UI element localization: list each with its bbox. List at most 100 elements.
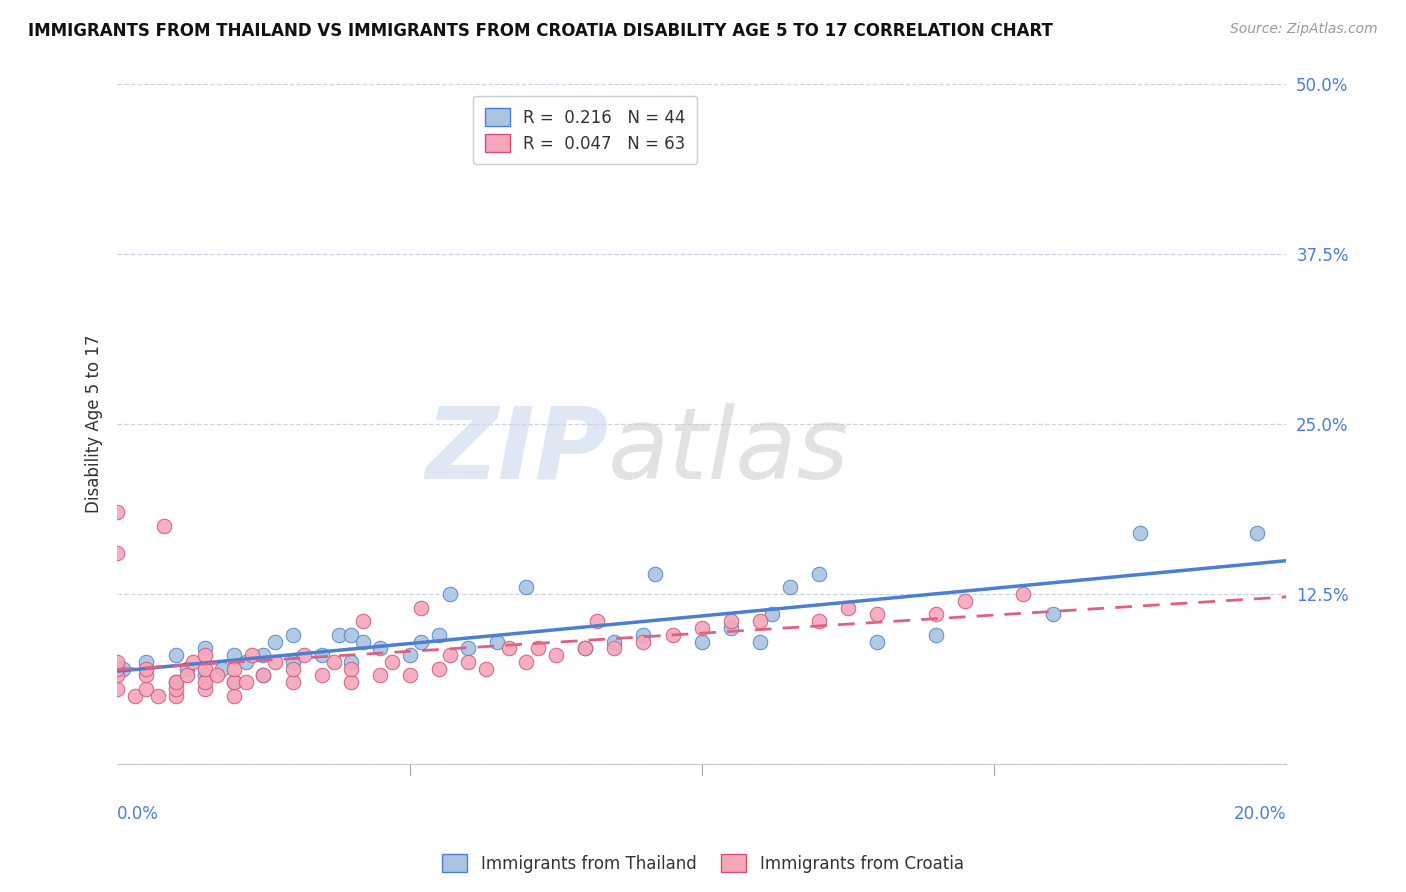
Point <box>457 641 479 656</box>
Point <box>807 614 830 628</box>
Legend: Immigrants from Thailand, Immigrants from Croatia: Immigrants from Thailand, Immigrants fro… <box>436 847 970 880</box>
Point <box>224 648 246 662</box>
Point <box>866 607 889 622</box>
Point <box>153 519 176 533</box>
Point <box>644 566 666 581</box>
Point <box>633 634 655 648</box>
Point <box>603 634 626 648</box>
Y-axis label: Disability Age 5 to 17: Disability Age 5 to 17 <box>86 334 103 514</box>
Point <box>1042 607 1064 622</box>
Point <box>1246 525 1268 540</box>
Point <box>381 655 404 669</box>
Point <box>252 648 274 662</box>
Point <box>574 641 596 656</box>
Text: 0.0%: 0.0% <box>117 805 159 823</box>
Point <box>194 668 217 682</box>
Point <box>603 641 626 656</box>
Point <box>165 675 187 690</box>
Point <box>194 682 217 697</box>
Text: Source: ZipAtlas.com: Source: ZipAtlas.com <box>1230 22 1378 37</box>
Point <box>235 675 257 690</box>
Point <box>486 634 509 648</box>
Point <box>135 668 157 682</box>
Point <box>720 621 742 635</box>
Point <box>352 634 374 648</box>
Point <box>633 628 655 642</box>
Point <box>340 662 363 676</box>
Point <box>105 668 128 682</box>
Point <box>105 505 128 519</box>
Point <box>292 648 315 662</box>
Point <box>924 607 946 622</box>
Point <box>194 662 217 676</box>
Point <box>439 648 461 662</box>
Point <box>749 634 772 648</box>
Point <box>398 648 420 662</box>
Point <box>527 641 550 656</box>
Point <box>1012 587 1035 601</box>
Point <box>924 628 946 642</box>
Point <box>224 675 246 690</box>
Point <box>368 641 391 656</box>
Point <box>124 689 146 703</box>
Point <box>474 662 496 676</box>
Point <box>105 682 128 697</box>
Point <box>224 689 246 703</box>
Point <box>252 668 274 682</box>
Point <box>235 655 257 669</box>
Point <box>427 662 450 676</box>
Point <box>311 648 333 662</box>
Point <box>427 628 450 642</box>
Point <box>585 614 607 628</box>
Point <box>398 668 420 682</box>
Point <box>368 668 391 682</box>
Point <box>281 675 304 690</box>
Point <box>252 668 274 682</box>
Point <box>105 662 128 676</box>
Point <box>690 634 713 648</box>
Text: ZIP: ZIP <box>425 403 609 500</box>
Point <box>761 607 783 622</box>
Point <box>264 634 287 648</box>
Point <box>1129 525 1152 540</box>
Point <box>181 655 204 669</box>
Point <box>749 614 772 628</box>
Point <box>281 655 304 669</box>
Point <box>779 580 801 594</box>
Point <box>322 655 344 669</box>
Point <box>953 594 976 608</box>
Point <box>515 580 537 594</box>
Point <box>194 641 217 656</box>
Point <box>165 675 187 690</box>
Point <box>112 662 135 676</box>
Text: IMMIGRANTS FROM THAILAND VS IMMIGRANTS FROM CROATIA DISABILITY AGE 5 TO 17 CORRE: IMMIGRANTS FROM THAILAND VS IMMIGRANTS F… <box>28 22 1053 40</box>
Point <box>165 648 187 662</box>
Point <box>165 682 187 697</box>
Point <box>340 675 363 690</box>
Point <box>411 600 433 615</box>
Point <box>146 689 169 703</box>
Point <box>837 600 859 615</box>
Point <box>411 634 433 648</box>
Point <box>224 675 246 690</box>
Point <box>457 655 479 669</box>
Point <box>281 662 304 676</box>
Point <box>340 628 363 642</box>
Point <box>661 628 683 642</box>
Point <box>240 648 263 662</box>
Point <box>211 662 233 676</box>
Point <box>340 655 363 669</box>
Point <box>105 655 128 669</box>
Text: 20.0%: 20.0% <box>1234 805 1286 823</box>
Legend: R =  0.216   N = 44, R =  0.047   N = 63: R = 0.216 N = 44, R = 0.047 N = 63 <box>472 96 697 164</box>
Point <box>194 675 217 690</box>
Point <box>866 634 889 648</box>
Point <box>135 662 157 676</box>
Point <box>807 566 830 581</box>
Point <box>574 641 596 656</box>
Point <box>264 655 287 669</box>
Point <box>135 655 157 669</box>
Point <box>205 668 228 682</box>
Point <box>515 655 537 669</box>
Point <box>176 662 198 676</box>
